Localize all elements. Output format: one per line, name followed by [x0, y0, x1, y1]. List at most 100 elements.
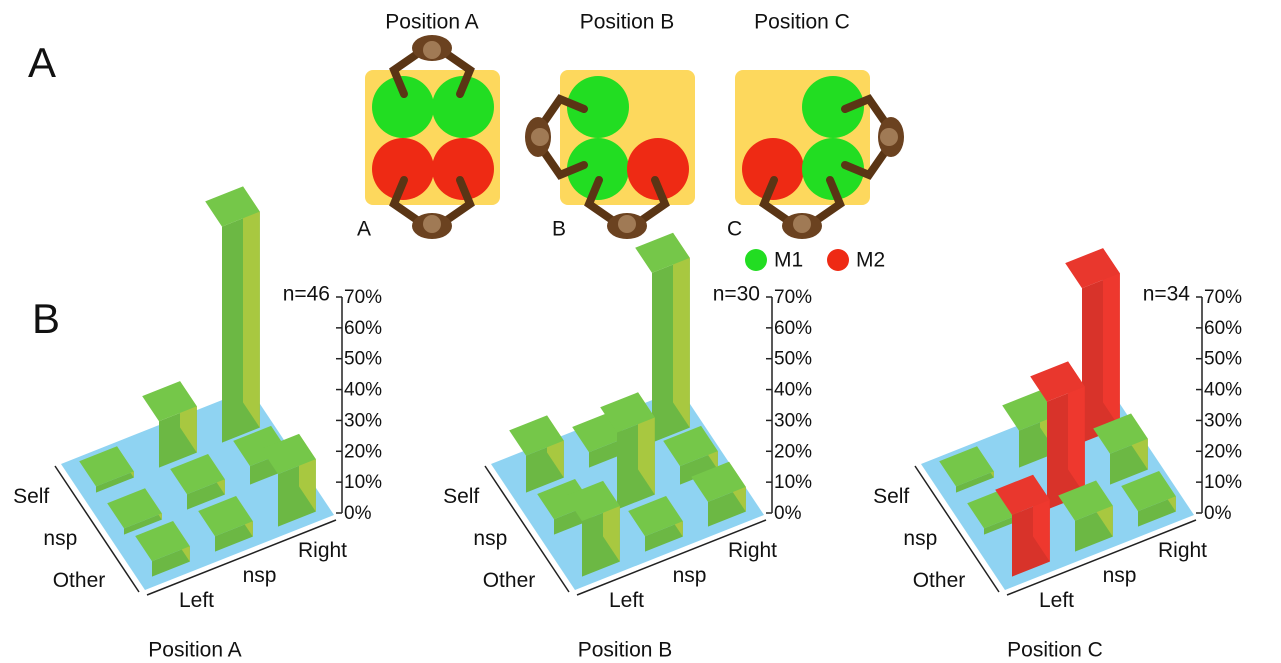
bar-chart-3d: Self nsp Other Left nsp Right 0% 10% 20% 30% 40% 50… — [443, 232, 812, 662]
bar-chart-3d: Self nsp Other Left nsp Right 0% 10% 20% 30% 40% 50… — [13, 186, 382, 662]
position-title: Position A — [385, 11, 478, 34]
monkey-arm — [389, 176, 475, 226]
axis-line — [146, 519, 337, 596]
bar-top-face — [135, 521, 190, 562]
monkey-arm — [538, 94, 588, 180]
x-category-label: nsp — [1103, 564, 1137, 587]
bar-3d — [1058, 480, 1113, 552]
axis-line — [484, 465, 570, 593]
bar-top-face — [691, 461, 746, 502]
y-category-label: nsp — [903, 527, 937, 550]
z-tick-label: 70% — [344, 287, 382, 308]
position-letter: A — [357, 218, 371, 241]
z-tick-label: 30% — [774, 410, 812, 431]
monkey-arm — [584, 176, 670, 226]
x-category-label: Right — [1158, 539, 1207, 562]
chart-title: Position A — [148, 639, 241, 662]
bar-front-face — [96, 471, 134, 493]
bar-3d — [1121, 471, 1176, 527]
chart-title: Position C — [1007, 639, 1103, 662]
bar-top-face — [1002, 390, 1057, 431]
z-tick-label: 30% — [1204, 410, 1242, 431]
n-label: n=30 — [713, 283, 760, 306]
bar-side-face — [1103, 248, 1120, 428]
position-letter: B — [552, 218, 566, 241]
bar-top-face — [663, 425, 718, 467]
bar-top-face — [1121, 471, 1176, 512]
bar-top-face — [995, 474, 1050, 515]
z-tick-label: 10% — [1204, 472, 1242, 493]
z-tick-label: 20% — [774, 441, 812, 462]
y-category-label: nsp — [43, 527, 77, 550]
bar-chart-3d: Self nsp Other Left nsp Right 0% 10% 20% 30% 40% 50… — [873, 248, 1242, 662]
bar-top-face — [142, 381, 197, 422]
bar-3d — [198, 496, 253, 552]
bar-3d — [79, 446, 134, 493]
monkey-head — [618, 215, 636, 233]
bar-top-face — [205, 186, 260, 227]
bar-front-face — [124, 513, 162, 535]
bar-front-face — [680, 451, 718, 485]
bar-3d — [995, 474, 1050, 577]
z-tick-label: 40% — [1204, 380, 1242, 401]
bar-front-face — [956, 471, 994, 493]
target-circle — [567, 138, 629, 200]
bar-top-face — [939, 446, 994, 487]
z-tick-label: 30% — [344, 410, 382, 431]
bar-front-face — [187, 479, 225, 510]
y-category-label: Self — [13, 485, 49, 508]
bar-top-face — [565, 480, 620, 522]
bar-3d — [135, 521, 190, 577]
n-label: n=34 — [1143, 283, 1191, 306]
z-tick-label: 20% — [344, 441, 382, 462]
bar-top-face — [198, 496, 253, 537]
legend-label: M1 — [774, 249, 803, 272]
legend-swatch — [745, 249, 767, 271]
x-category-label: Left — [1039, 589, 1074, 612]
y-category-label: Other — [53, 569, 106, 592]
x-category-label: Left — [179, 589, 214, 612]
target-circle — [802, 76, 864, 138]
legend-label: M2 — [856, 249, 885, 272]
z-tick-label: 50% — [774, 349, 812, 370]
bar-front-face — [152, 546, 190, 577]
target-circle — [372, 138, 434, 200]
bar-front-face — [1138, 496, 1176, 527]
bar-3d — [663, 425, 718, 485]
x-category-label: nsp — [243, 564, 277, 587]
axis-line — [914, 465, 1000, 593]
z-tick-label: 10% — [344, 472, 382, 493]
target-circle — [432, 138, 494, 200]
bar-top-face — [1065, 248, 1120, 289]
legend-swatch — [827, 249, 849, 271]
target-circle — [742, 138, 804, 200]
y-category-label: Self — [443, 485, 479, 508]
bar-side-face — [673, 232, 690, 428]
bar-top-face — [1058, 480, 1113, 521]
z-tick-label: 60% — [1204, 318, 1242, 339]
x-category-label: Right — [298, 539, 347, 562]
bar-3d — [600, 392, 655, 510]
bar-3d — [261, 433, 316, 527]
bar-top-face — [1093, 413, 1148, 454]
monkey-arm — [841, 94, 891, 180]
monkey-icon — [759, 176, 845, 239]
y-category-label: Self — [873, 485, 909, 508]
position-letter: C — [727, 218, 742, 241]
target-circle — [627, 138, 689, 200]
monkey-icon — [584, 176, 670, 239]
target-circle — [432, 76, 494, 138]
monkey-head — [423, 215, 441, 233]
bar-3d — [635, 232, 690, 443]
z-tick-label: 60% — [774, 318, 812, 339]
z-tick-label: 0% — [1204, 503, 1232, 524]
z-tick-label: 70% — [774, 287, 812, 308]
y-category-label: Other — [483, 569, 536, 592]
panel-label: B — [32, 295, 60, 342]
bar-3d — [691, 461, 746, 527]
monkey-arm — [759, 176, 845, 226]
y-category-label: Other — [913, 569, 966, 592]
monkey-icon — [389, 176, 475, 239]
bar-3d — [1065, 248, 1120, 443]
